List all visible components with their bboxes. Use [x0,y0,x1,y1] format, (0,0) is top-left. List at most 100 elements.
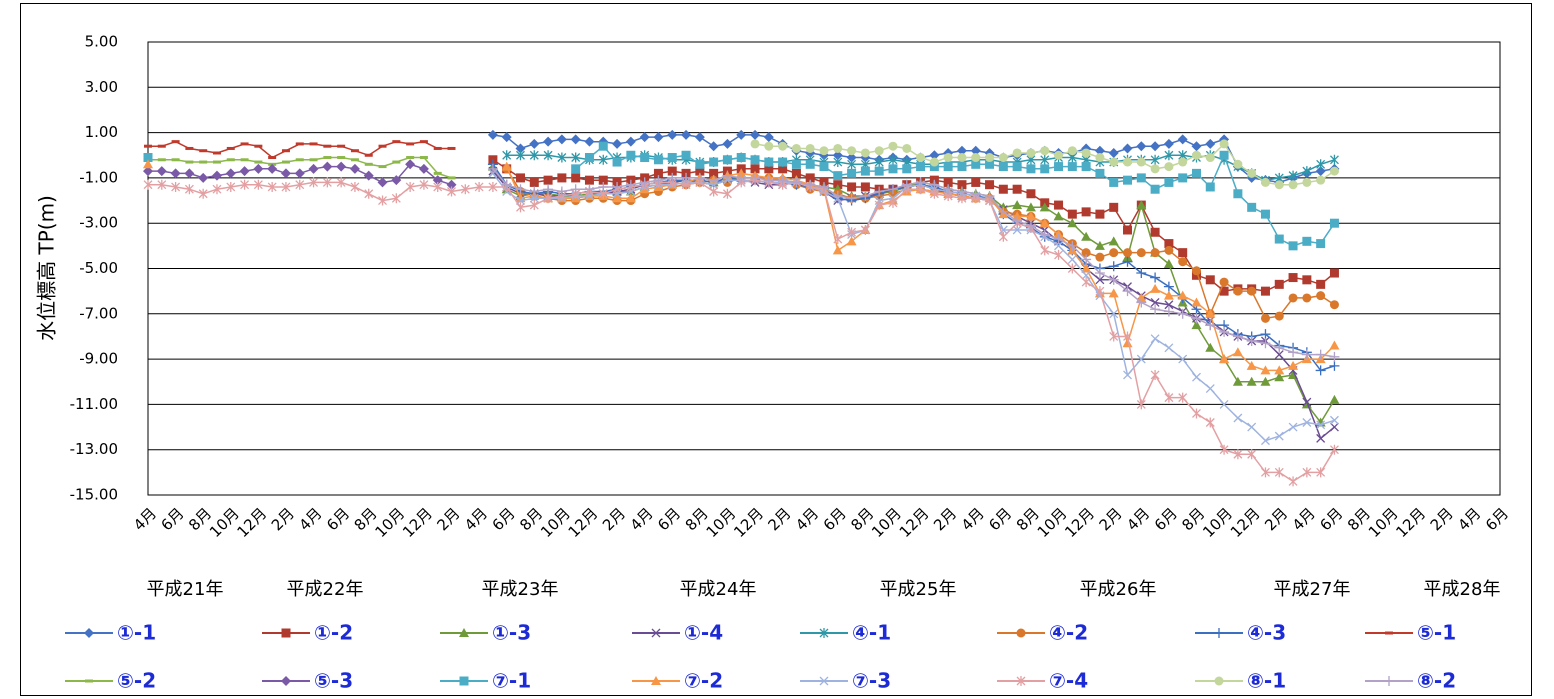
marker [874,146,884,156]
marker [1163,290,1174,300]
marker [970,145,981,156]
marker [1205,320,1216,331]
marker [515,184,526,195]
marker [1177,308,1188,319]
marker [1205,342,1216,352]
marker [295,179,305,190]
marker [1247,422,1257,432]
marker [612,157,622,167]
marker [1219,399,1229,409]
y-tick-label: 5.00 [85,33,118,51]
marker [625,193,636,203]
marker [736,168,747,178]
marker [198,188,208,199]
marker [1191,320,1202,330]
marker [459,676,469,686]
marker [1219,277,1229,287]
marker [916,153,926,163]
marker [1012,211,1023,221]
marker [1150,283,1161,293]
marker [612,193,623,203]
legend-label: ⑦-4 [1049,669,1088,693]
marker [1288,360,1299,370]
marker [543,136,554,147]
marker [281,676,291,686]
marker [1274,311,1284,321]
marker [1191,150,1201,160]
marker [1219,139,1229,149]
marker [1247,202,1257,212]
legend-label: ①-3 [492,621,531,645]
marker [763,132,774,143]
marker [626,150,636,160]
marker [1302,177,1312,187]
marker [598,141,608,151]
marker [1040,245,1050,256]
marker [1095,153,1105,163]
legend-label: ⑤-2 [117,669,156,693]
y-tick-label: 3.00 [85,78,118,96]
marker [1016,628,1026,638]
marker [709,168,719,178]
marker [1095,168,1105,178]
marker [1040,146,1050,156]
marker [651,676,661,685]
year-label: 平成26年 [1080,579,1157,600]
marker [584,175,594,185]
year-label: 平成24年 [680,579,757,600]
marker [998,225,1008,235]
marker [1274,431,1284,441]
marker [1012,148,1022,158]
marker [516,150,525,161]
marker [681,129,692,140]
marker [667,166,677,176]
marker [1012,184,1022,194]
marker [571,152,581,163]
marker [1164,392,1174,403]
marker [460,184,470,195]
marker [1163,281,1174,292]
marker [1205,308,1216,318]
marker [1123,248,1133,258]
marker [833,157,843,168]
marker [529,200,539,211]
marker [1302,275,1312,285]
marker [1177,134,1188,145]
marker [1094,145,1105,156]
marker [1016,676,1026,686]
marker [1288,241,1298,251]
marker [1108,261,1119,272]
marker [847,146,857,156]
marker [1150,272,1161,283]
marker [639,132,650,143]
y-tick-label: -1.00 [79,168,118,186]
marker [1219,150,1229,160]
marker [832,245,843,255]
marker [916,162,926,172]
marker [971,177,981,187]
marker [336,161,347,172]
year-label: 平成28年 [1424,579,1501,600]
marker [1108,236,1119,246]
marker [1081,162,1091,172]
marker [543,175,553,185]
marker [1012,225,1022,235]
marker [1109,157,1119,167]
marker [1150,184,1160,194]
marker [957,162,967,172]
marker [1067,263,1077,274]
marker [1329,154,1339,165]
marker [378,195,387,206]
marker [1288,422,1298,432]
marker [984,191,995,202]
marker [1274,279,1284,289]
marker [1316,279,1326,289]
marker [1039,218,1050,228]
marker [639,177,650,188]
marker [971,159,981,169]
marker [1232,331,1243,342]
marker [281,628,291,638]
marker [1288,347,1299,358]
marker [1302,166,1312,177]
